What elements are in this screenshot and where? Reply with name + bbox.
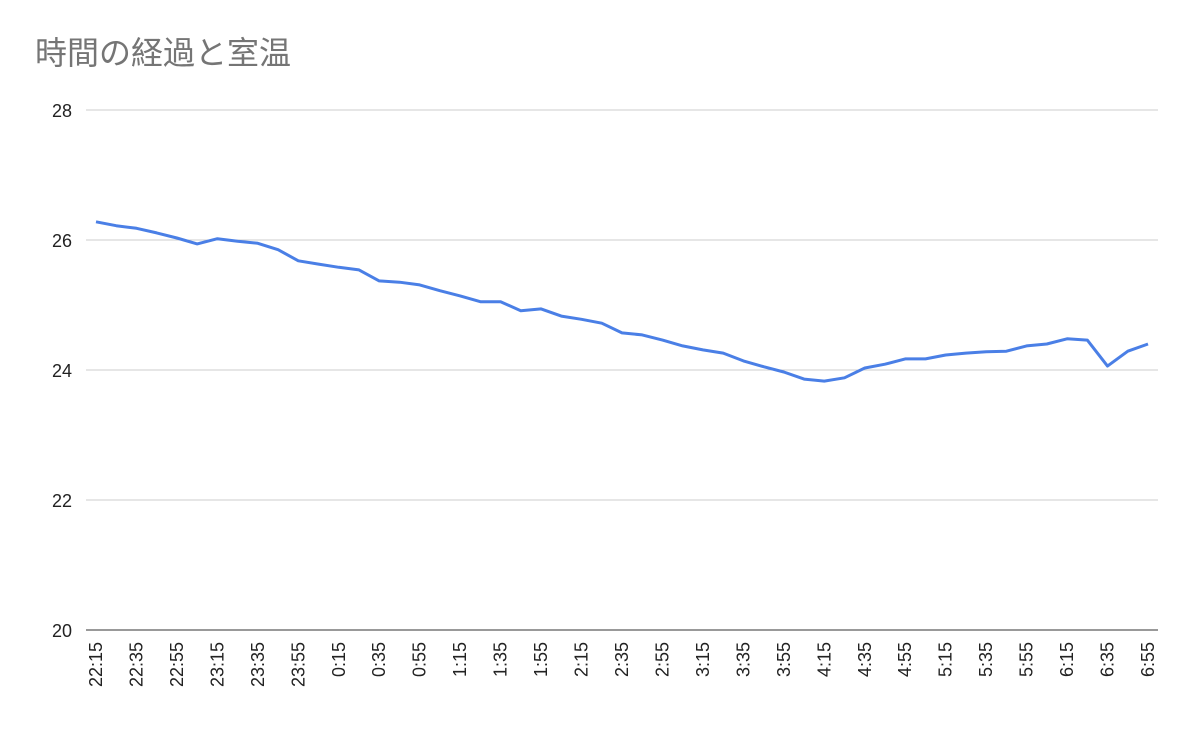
x-tick-label: 23:55 — [288, 642, 308, 687]
data-line — [95, 220, 1149, 383]
x-tick-label: 6:55 — [1138, 642, 1158, 677]
x-tick-label: 4:55 — [895, 642, 915, 677]
x-tick-label: 5:35 — [976, 642, 996, 677]
x-tick-label: 2:15 — [572, 642, 592, 677]
x-tick-label: 22:15 — [86, 642, 106, 687]
x-tick-label: 3:35 — [733, 642, 753, 677]
x-tick-label: 4:15 — [814, 642, 834, 677]
x-tick-label: 3:55 — [774, 642, 794, 677]
x-tick-label: 0:55 — [410, 642, 430, 677]
x-tick-label: 2:55 — [652, 642, 672, 677]
y-tick-label: 20 — [52, 621, 72, 641]
x-tick-label: 3:15 — [693, 642, 713, 677]
x-tick-label: 6:15 — [1057, 642, 1077, 677]
x-tick-label: 23:35 — [248, 642, 268, 687]
y-tick-label: 28 — [52, 101, 72, 121]
x-tick-label: 1:35 — [491, 642, 511, 677]
y-tick-label: 24 — [52, 361, 72, 381]
x-tick-label: 4:35 — [855, 642, 875, 677]
x-tick-label: 22:35 — [126, 642, 146, 687]
x-tick-label: 0:35 — [369, 642, 389, 677]
y-tick-label: 26 — [52, 231, 72, 251]
x-tick-label: 0:15 — [329, 642, 349, 677]
x-tick-label: 2:35 — [612, 642, 632, 677]
x-tick-label: 5:15 — [936, 642, 956, 677]
x-tick-label: 23:15 — [207, 642, 227, 687]
chart-title: 時間の経過と室温 — [35, 35, 291, 71]
x-tick-label: 6:35 — [1098, 642, 1118, 677]
x-tick-label: 5:55 — [1017, 642, 1037, 677]
x-tick-label: 1:15 — [450, 642, 470, 677]
x-tick-label: 1:55 — [531, 642, 551, 677]
y-tick-label: 22 — [52, 491, 72, 511]
x-tick-label: 22:55 — [167, 642, 187, 687]
